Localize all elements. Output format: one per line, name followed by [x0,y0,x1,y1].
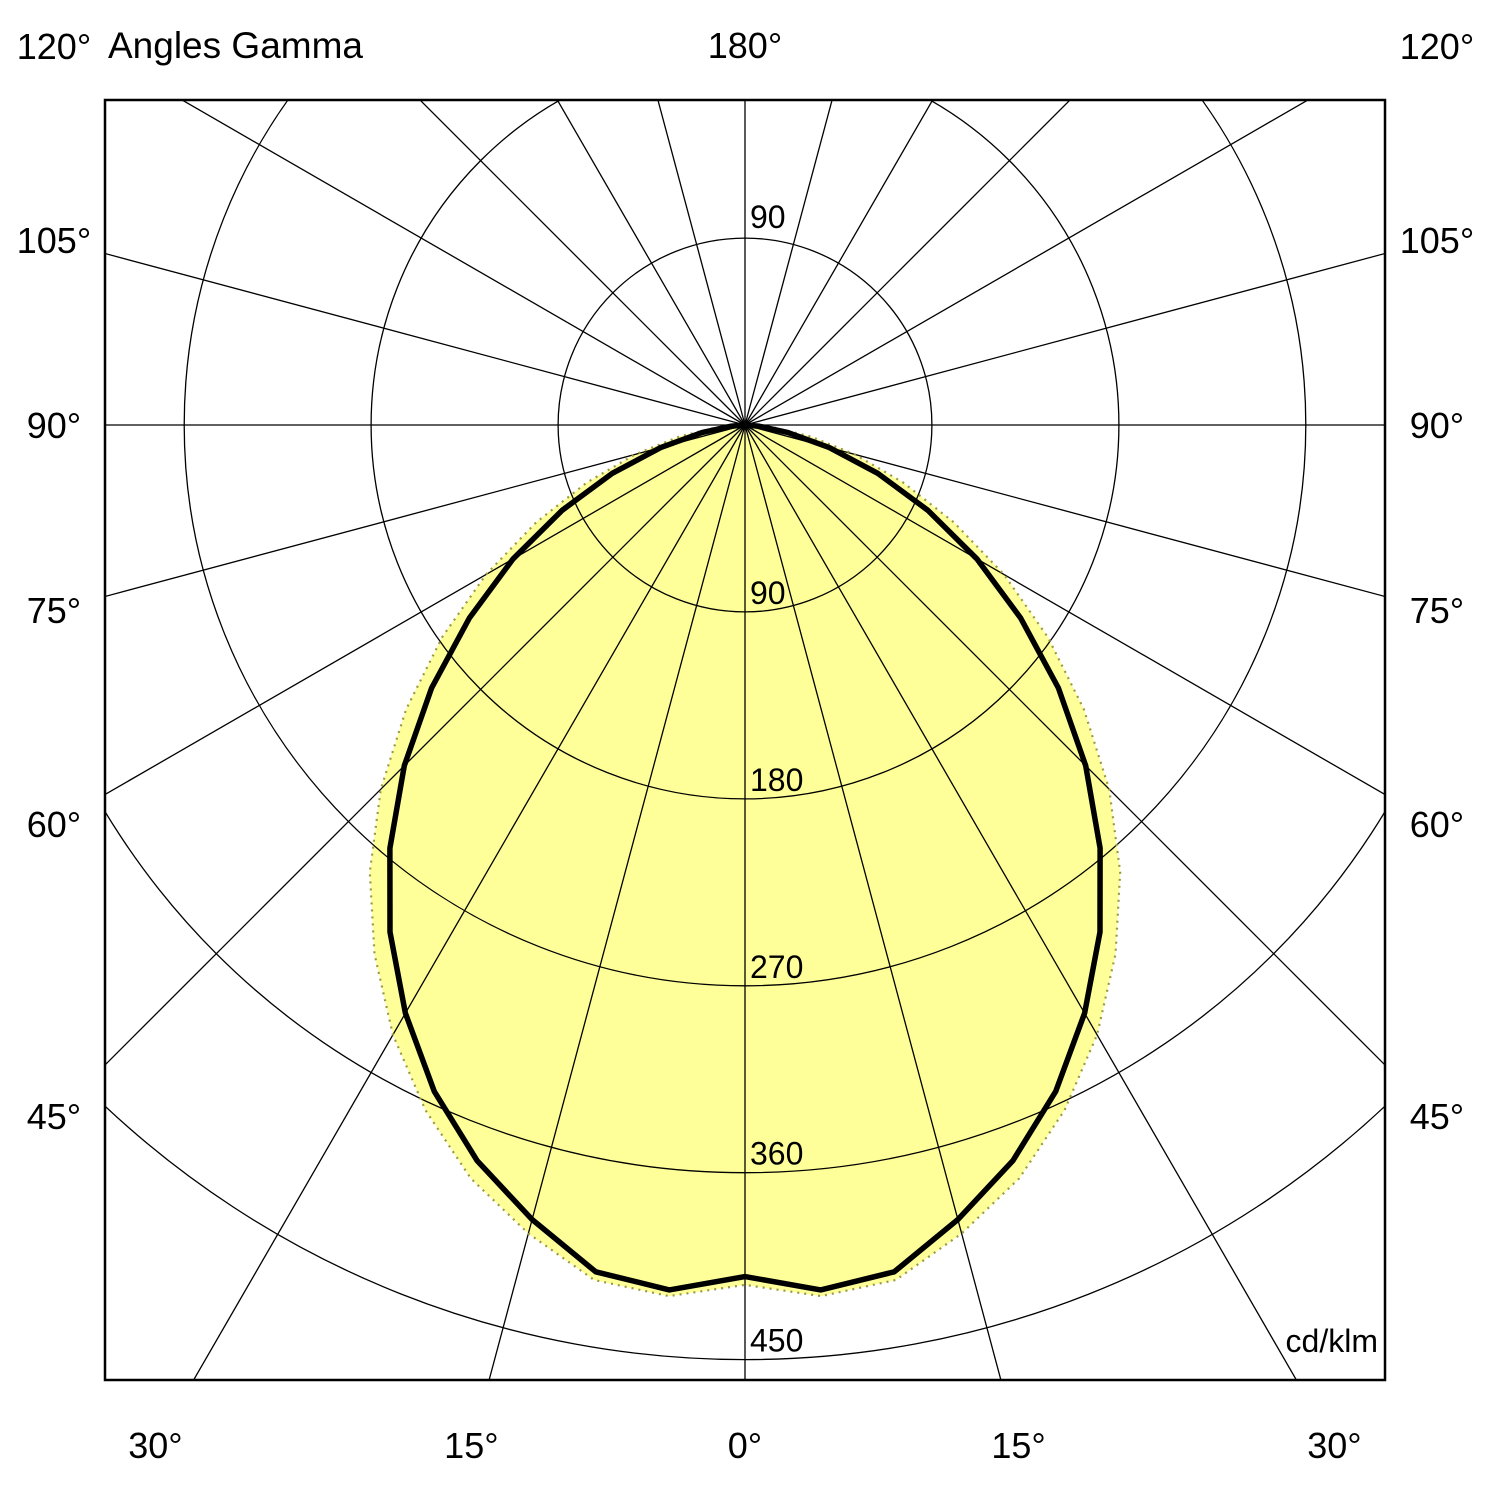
grid-ray [744,424,1385,796]
grid-ray [556,100,746,426]
grid-ray [105,424,746,796]
curve-c0-solid [387,422,1103,1293]
grid-ray [744,100,1071,426]
ring-value-label: 270 [750,949,803,985]
gamma-label-right: 45° [1410,1096,1464,1137]
grid-ray [657,100,746,426]
grid-ray [488,424,746,1380]
grid-ray [105,424,746,598]
gamma-label-left: 90° [27,405,81,446]
gamma-label-left: 45° [27,1096,81,1137]
grid-ray [744,252,1385,426]
gamma-label-left: 120° [17,26,91,67]
gamma-label-right: 90° [1410,405,1464,446]
grid-ray [419,100,746,426]
gamma-label-bottom: 15° [991,1425,1045,1466]
grid-ray [105,252,746,426]
gamma-label-bottom: 15° [444,1425,498,1466]
plot-border [103,98,1387,1382]
gamma-label-right: 60° [1410,804,1464,845]
ring-value-label: 450 [750,1323,803,1359]
gamma-label-left: 75° [27,590,81,631]
grid-ray [744,424,1385,1066]
gamma-label-bottom: 30° [1307,1425,1361,1466]
ring-value-label: 180 [750,762,803,798]
ring-value-label-top: 90 [750,199,786,235]
gamma-label-left: 60° [27,804,81,845]
grid-ray [744,100,833,426]
gamma-label-right: 120° [1400,26,1474,67]
grid-ray [744,424,1298,1380]
grid-ray [744,424,1002,1380]
grid-ray [105,424,746,1066]
gamma-label-left: 105° [17,220,91,261]
ring-value-label: 360 [750,1136,803,1172]
gamma-label-bottom: 30° [128,1425,182,1466]
grid-ray [744,100,934,426]
grid-ray [744,424,1385,598]
grid-ray [744,100,1310,426]
gamma-label-right: 75° [1410,590,1464,631]
gamma-label-bottom: 0° [728,1425,762,1466]
grid-ray [180,100,746,426]
gamma-label-right: 105° [1400,220,1474,261]
chart-title: Angles Gamma [108,25,363,66]
top-angle-label: 180° [708,25,782,66]
ring-value-label: 90 [750,575,786,611]
unit-label: cd/klm [1286,1323,1378,1359]
grid-ray [192,424,746,1380]
